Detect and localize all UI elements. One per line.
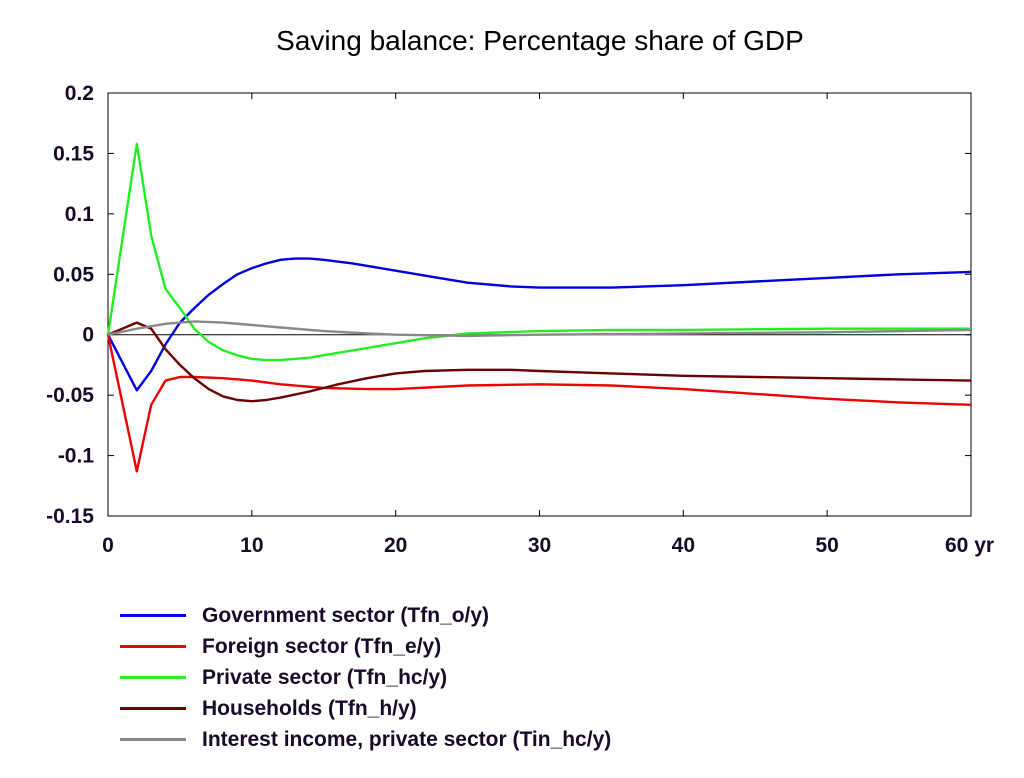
x-tick-label: 50 (815, 534, 838, 557)
legend-label: Private sector (Tfn_hc/y) (202, 665, 448, 689)
legend-swatch (120, 614, 186, 617)
series-line-5 (107, 320, 972, 338)
series-line-4 (107, 321, 972, 403)
legend-item-2: Foreign sector (Tfn_e/y) (120, 631, 611, 662)
y-tick-label: 0.05 (53, 263, 94, 286)
y-tick-label: 0.1 (65, 203, 95, 226)
x-tick-label: 0 (102, 534, 114, 557)
y-tick-label: -0.05 (46, 384, 94, 407)
legend-label: Households (Tfn_h/y) (202, 696, 417, 720)
x-tick-label: 30 (528, 534, 551, 557)
legend-item-1: Government sector (Tfn_o/y) (120, 600, 611, 631)
series-line-1 (106, 257, 972, 392)
chart-title: Saving balance: Percentage share of GDP (276, 25, 804, 56)
x-tick-label: 20 (384, 534, 407, 557)
chart: Saving balance: Percentage share of GDP … (46, 25, 994, 557)
y-tick-label: 0 (82, 324, 94, 347)
legend-swatch (120, 645, 186, 648)
legend-label: Government sector (Tfn_o/y) (202, 603, 490, 627)
plot-frame (107, 92, 972, 517)
legend-swatch (120, 738, 186, 741)
series-line-3 (106, 142, 971, 362)
legend-item-3: Private sector (Tfn_hc/y) (120, 662, 611, 693)
y-tick-label: -0.1 (58, 445, 95, 468)
y-tick-label: 0.2 (65, 82, 94, 105)
x-tick-label: 60 yr (945, 534, 994, 557)
x-tick-label: 10 (240, 534, 263, 557)
legend-item-5: Interest income, private sector (Tin_hc/… (120, 724, 611, 755)
legend-item-4: Households (Tfn_h/y) (120, 693, 611, 724)
y-tick-label: -0.15 (46, 505, 94, 528)
legend-label: Foreign sector (Tfn_e/y) (202, 634, 442, 658)
legend-label: Interest income, private sector (Tin_hc/… (202, 727, 612, 751)
series-line-2 (106, 334, 972, 473)
x-tick-label: 40 (672, 534, 695, 557)
y-tick-label: 0.15 (53, 142, 94, 165)
legend-swatch (120, 707, 186, 710)
legend: Government sector (Tfn_o/y) Foreign secto… (120, 600, 611, 755)
legend-swatch (120, 676, 186, 679)
